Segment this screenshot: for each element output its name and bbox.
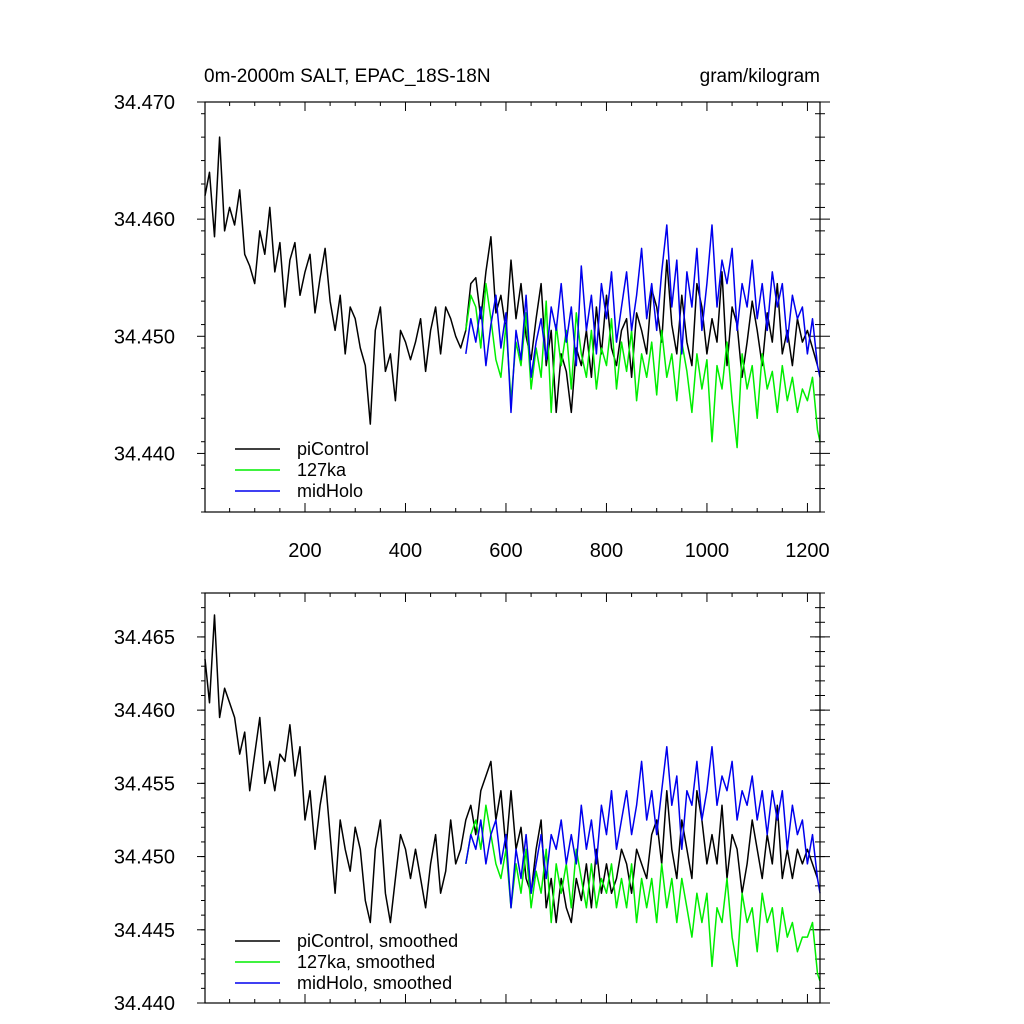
- bottom-plot-frame: [204, 592, 821, 1004]
- series-line-midholo-smoothed: [465, 745, 821, 909]
- x-tick-label: 1000: [685, 540, 730, 562]
- top-panel: 0m-2000m SALT, EPAC_18S-18N gram/kilogra…: [114, 66, 830, 562]
- legend-label: piControl: [297, 439, 369, 459]
- y-tick-label: 34.440: [114, 443, 175, 465]
- legend-label: piControl, smoothed: [297, 931, 458, 951]
- top-title-right: gram/kilogram: [700, 66, 820, 87]
- legend-label: 127ka: [297, 460, 347, 480]
- x-tick-label: 200: [288, 540, 321, 562]
- top-series: [204, 136, 821, 449]
- series-line-midholo: [465, 224, 821, 414]
- legend-label: midHolo: [297, 481, 363, 501]
- top-title-left: 0m-2000m SALT, EPAC_18S-18N: [204, 66, 491, 87]
- legend-label: midHolo, smoothed: [297, 973, 452, 993]
- top-plot-frame: [204, 101, 821, 513]
- y-tick-label: 34.460: [114, 209, 175, 231]
- y-tick-label: 34.455: [114, 773, 175, 795]
- series-line-picontrol-smoothed: [204, 614, 819, 924]
- y-tick-label: 34.450: [114, 326, 175, 348]
- x-tick-label: 600: [489, 540, 522, 562]
- top-ticks: 200 400 600 800 1000 1200 34.440 34.450 34.460 34…: [114, 92, 830, 562]
- bottom-series: [204, 614, 821, 982]
- y-tick-label: 34.450: [114, 847, 175, 869]
- legend-label: 127ka, smoothed: [297, 952, 435, 972]
- y-tick-label: 34.440: [114, 993, 175, 1015]
- series-line-127ka-smoothed: [465, 804, 821, 982]
- x-tick-label: 1200: [785, 540, 830, 562]
- x-tick-label: 400: [389, 540, 422, 562]
- bottom-ticks: 34.440 34.445 34.450 34.455 34.460 34.465: [114, 592, 830, 1015]
- x-tick-label: 800: [590, 540, 623, 562]
- y-tick-label: 34.470: [114, 92, 175, 114]
- y-tick-label: 34.460: [114, 700, 175, 722]
- series-line-picontrol: [204, 136, 819, 425]
- bottom-panel: 34.440 34.445 34.450 34.455 34.460 34.465 piC…: [114, 592, 830, 1015]
- y-tick-label: 34.465: [114, 627, 175, 649]
- series-line-127ka: [465, 282, 821, 449]
- y-tick-label: 34.445: [114, 920, 175, 942]
